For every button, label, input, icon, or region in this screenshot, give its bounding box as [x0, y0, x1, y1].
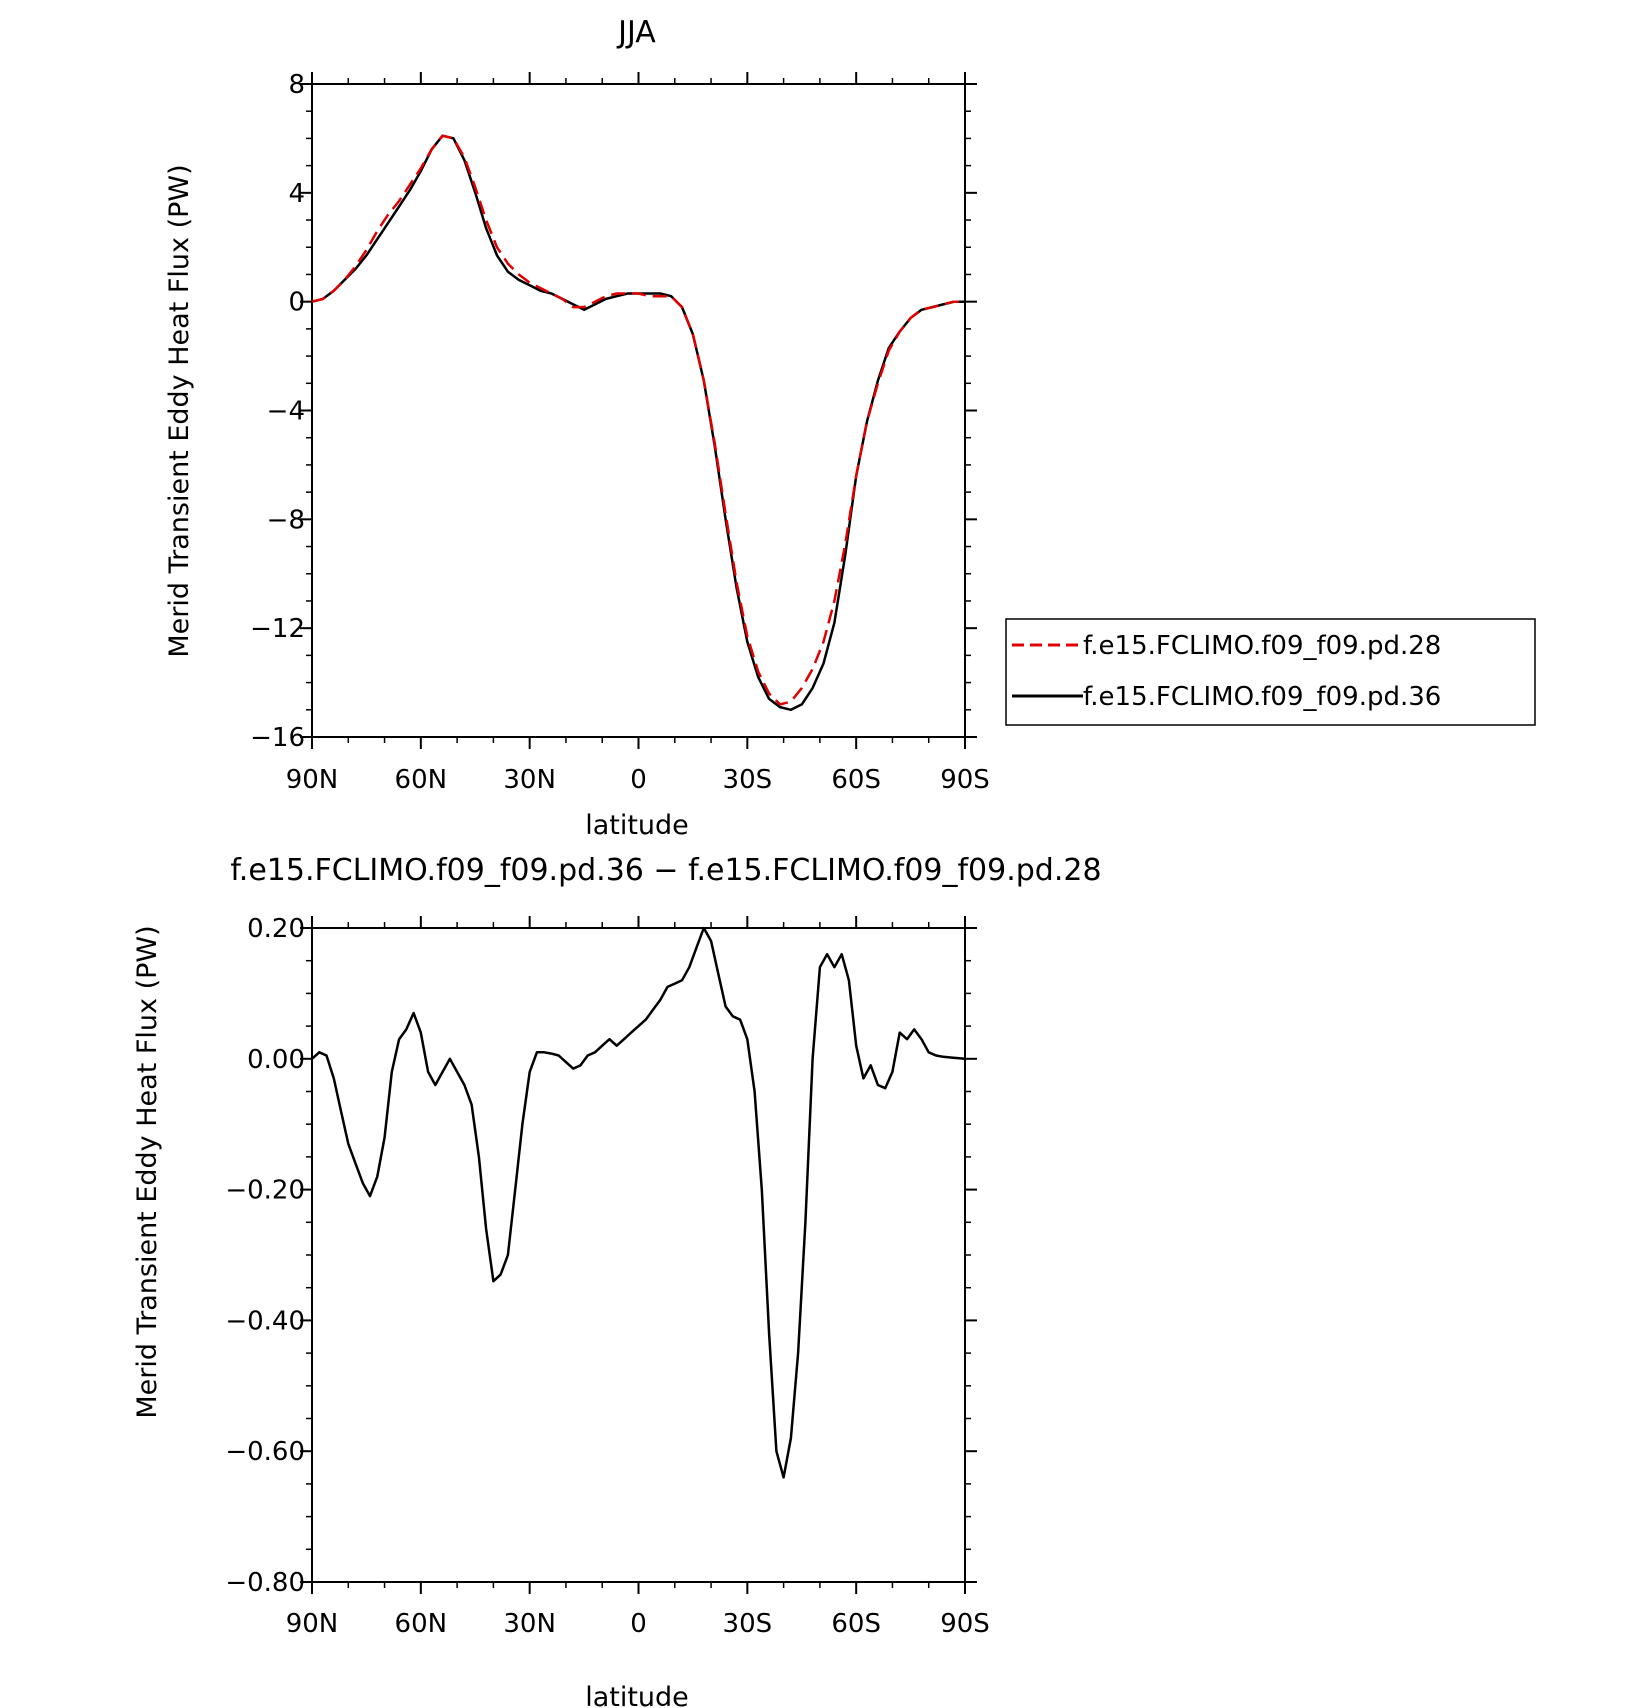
- x-tick-label: 30S: [723, 1609, 773, 1639]
- y-tick-label: −12: [250, 614, 305, 644]
- x-tick-label: 90N: [286, 765, 339, 795]
- top-panel: JJA −16 −12 −8 −4 0 4 8 90N 60N 30N 0 30S 60S 90S lat…: [164, 15, 1536, 841]
- x-tick-label: 60N: [395, 765, 448, 795]
- y-tick-label: 0.00: [247, 1045, 305, 1075]
- legend: f.e15.FCLIMO.f09_f09.pd.28 f.e15.FCLIMO.…: [1005, 618, 1536, 726]
- y-tick-label: −0.80: [225, 1568, 305, 1598]
- top-panel-title: JJA: [616, 15, 656, 50]
- legend-box: [1005, 618, 1536, 726]
- x-tick-label: 30N: [503, 765, 556, 795]
- y-tick-label: 4: [288, 179, 305, 209]
- top-x-axis-label: latitude: [585, 810, 689, 841]
- x-tick-label: 30S: [723, 765, 773, 795]
- x-tick-label: 90S: [940, 765, 990, 795]
- series-line-2: [311, 134, 965, 712]
- legend-label-series-2: f.e15.FCLIMO.f09_f09.pd.36: [1083, 682, 1441, 712]
- bottom-panel: f.e15.FCLIMO.f09_f09.pd.36 − f.e15.FCLIM…: [132, 853, 1102, 1708]
- x-tick-label: 0: [630, 765, 647, 795]
- x-tick-label: 60N: [395, 1609, 448, 1639]
- y-tick-label: −0.20: [225, 1176, 305, 1206]
- series-line-1: [311, 926, 966, 1479]
- x-tick-label: 90N: [286, 1609, 339, 1639]
- x-tick-label: 0: [630, 1609, 647, 1639]
- y-tick-label: −0.40: [225, 1306, 305, 1336]
- x-tick-label: 90S: [940, 1609, 990, 1639]
- top-axes: −16 −12 −8 −4 0 4 8 90N 60N 30N 0 30S 60S 90S: [250, 70, 990, 795]
- y-tick-label: 0.20: [247, 914, 305, 944]
- top-y-axis-label: Merid Transient Eddy Heat Flux (PW): [164, 164, 195, 657]
- bottom-axes: −0.80 −0.60 −0.40 −0.20 0.00 0.20 90N 60N 30N 0 30…: [225, 914, 989, 1639]
- x-tick-label: 30N: [503, 1609, 556, 1639]
- bottom-panel-title: f.e15.FCLIMO.f09_f09.pd.36 − f.e15.FCLIM…: [230, 853, 1101, 888]
- bottom-curves: [311, 926, 966, 1479]
- y-tick-label: −8: [267, 505, 305, 535]
- bottom-y-axis-label: Merid Transient Eddy Heat Flux (PW): [132, 925, 163, 1418]
- x-tick-label: 60S: [831, 765, 881, 795]
- y-tick-label: 8: [288, 70, 305, 100]
- legend-label-series-1: f.e15.FCLIMO.f09_f09.pd.28: [1083, 631, 1441, 661]
- plot-frame: [311, 83, 966, 738]
- series-line-1: [311, 134, 965, 706]
- x-tick-label: 60S: [831, 1609, 881, 1639]
- y-tick-label: −0.60: [225, 1437, 305, 1467]
- y-tick-label: −16: [250, 723, 305, 753]
- y-tick-label: −4: [267, 397, 305, 427]
- top-curves: [311, 134, 965, 712]
- y-tick-label: 0: [288, 288, 305, 318]
- bottom-x-axis-label: latitude: [585, 1682, 689, 1708]
